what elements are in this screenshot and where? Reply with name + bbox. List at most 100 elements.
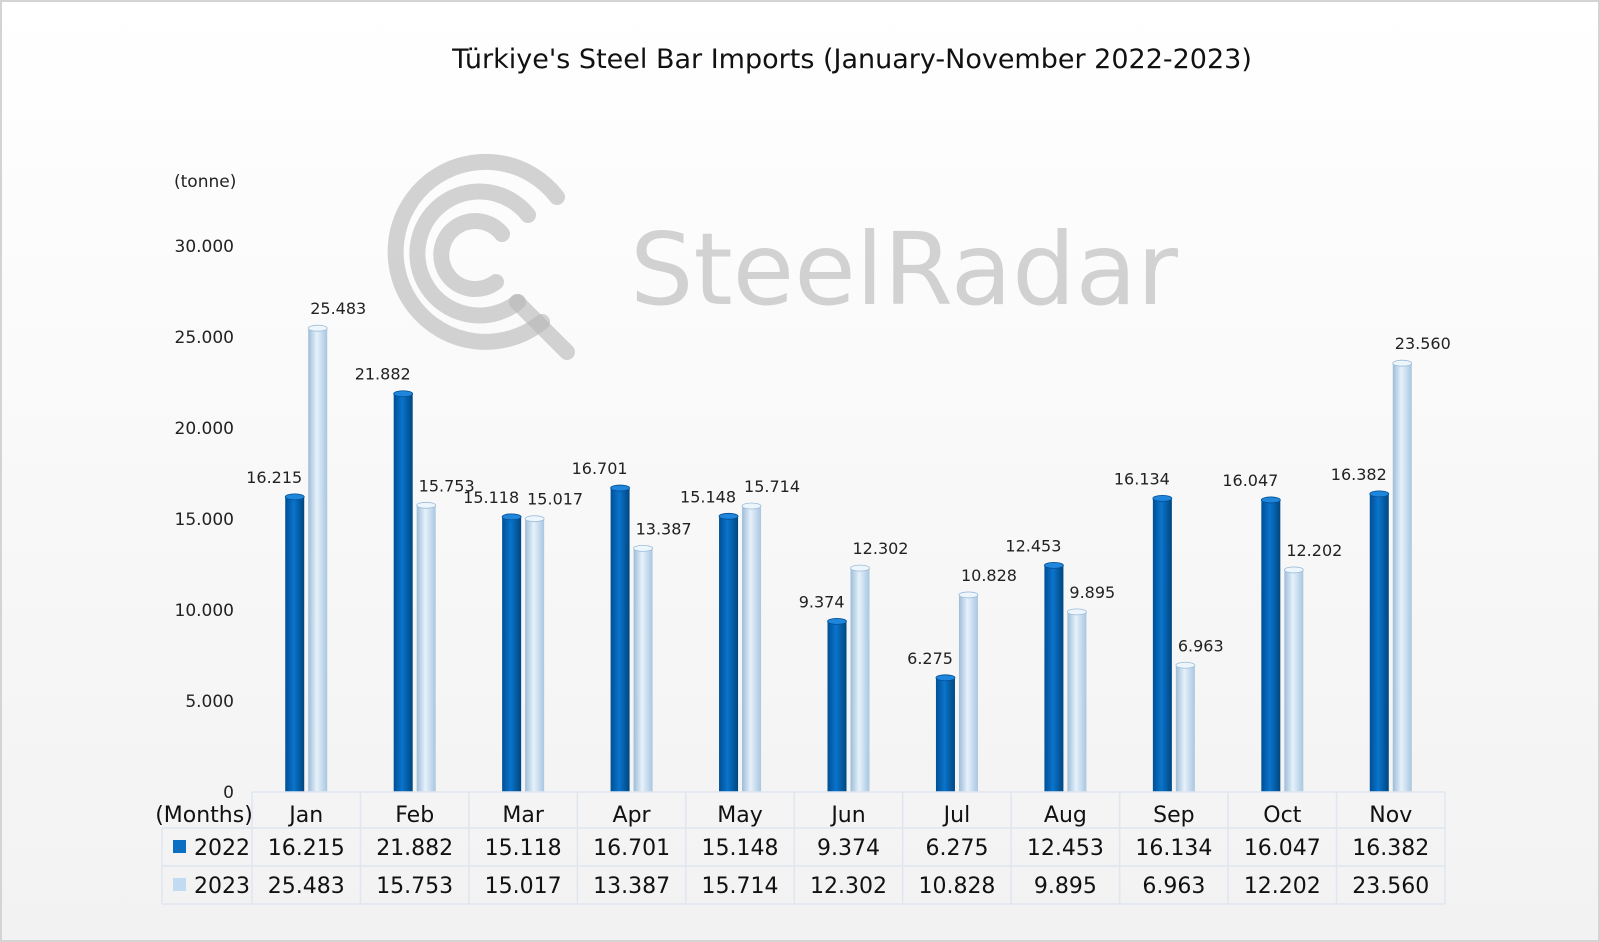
bar-2022-oct <box>1260 496 1281 792</box>
bar-2023-jan <box>307 324 328 792</box>
table-cell-2023-mar: 15.017 <box>485 874 562 899</box>
bar-2022-sep <box>1152 494 1173 792</box>
x-tick-label: Jul <box>942 803 971 828</box>
legend-label-2022: 2022 <box>194 836 250 861</box>
data-label-2023-jun: 12.302 <box>853 539 909 558</box>
bar-body <box>393 393 413 792</box>
bar-body <box>958 594 978 792</box>
y-tick-label: 20.000 <box>175 419 234 439</box>
bar-cap <box>1152 494 1173 502</box>
bar-2023-apr <box>633 544 653 792</box>
bar-cap <box>1260 496 1281 504</box>
table-cell-2023-may: 15.714 <box>702 874 779 899</box>
bar-2023-may <box>741 502 762 792</box>
bar-cap <box>501 513 522 521</box>
x-tick-label: Feb <box>395 803 434 828</box>
table-cell-2022-mar: 15.118 <box>485 836 562 861</box>
data-table: (Months) Jan Feb Mar Apr May Jun Jul Aug Sep Oct No… <box>155 791 1446 905</box>
x-tick-label: Nov <box>1369 803 1412 828</box>
legend-swatch-2022 <box>173 840 186 853</box>
data-label-2022-jul: 6.275 <box>907 649 953 668</box>
table-cell-2023-nov: 23.560 <box>1352 874 1429 899</box>
bar-cap <box>1175 661 1196 669</box>
bar-2022-apr <box>610 484 630 792</box>
data-label-2023-apr: 13.387 <box>636 519 692 538</box>
table-cell-2023-feb: 15.753 <box>376 874 453 899</box>
x-tick-label: Mar <box>502 803 544 828</box>
bar-body <box>1067 611 1087 792</box>
x-tick-label: Jun <box>829 803 865 828</box>
bar-cap <box>935 674 956 682</box>
bars <box>284 324 1413 792</box>
x-tick-label: Aug <box>1044 803 1087 828</box>
bar-cap <box>1067 608 1087 616</box>
data-label-2023-sep: 6.963 <box>1178 636 1224 655</box>
data-label-2022-jun: 9.374 <box>799 592 845 611</box>
bar-2023-oct <box>1283 566 1304 792</box>
bar-2023-feb <box>416 501 437 792</box>
data-label-2022-aug: 12.453 <box>1005 536 1061 555</box>
table-cell-2022-jun: 9.374 <box>817 836 880 861</box>
bar-cap <box>284 493 305 501</box>
y-axis-ticks: 0 5.000 10.000 15.000 20.000 25.000 30.000 <box>175 237 234 803</box>
bar-cap <box>610 484 630 492</box>
table-cell-2023-jun: 12.302 <box>810 874 887 899</box>
table-cell-2022-apr: 16.701 <box>593 836 670 861</box>
bar-body <box>1175 665 1195 792</box>
bar-body <box>827 621 847 792</box>
data-label-2022-nov: 16.382 <box>1331 465 1387 484</box>
bar-cap <box>1044 561 1064 569</box>
bar-body <box>1392 363 1412 792</box>
data-label-2022-apr: 16.701 <box>572 459 628 478</box>
bar-cap <box>524 515 545 523</box>
bar-2022-aug <box>1044 561 1064 792</box>
x-tick-label: Jan <box>287 803 323 828</box>
table-cell-2022-nov: 16.382 <box>1352 836 1429 861</box>
x-tick-label: Apr <box>613 803 652 828</box>
x-tick-label: Oct <box>1263 803 1301 828</box>
x-tick-label: Sep <box>1153 803 1194 828</box>
table-cell-2023-jan: 25.483 <box>268 874 345 899</box>
table-cell-2022-may: 15.148 <box>702 836 779 861</box>
table-cell-2022-aug: 12.453 <box>1027 836 1104 861</box>
bar-cap <box>1369 490 1390 498</box>
y-tick-label: 5.000 <box>185 692 234 712</box>
legend-label-2023: 2023 <box>194 874 250 899</box>
bar-body <box>308 328 328 792</box>
radar-logo-icon <box>387 153 575 360</box>
table-cell-2023-aug: 9.895 <box>1034 874 1097 899</box>
data-label-2023-aug: 9.895 <box>1069 583 1115 602</box>
table-cell-2022-jul: 6.275 <box>925 836 988 861</box>
data-label-2022-oct: 16.047 <box>1222 471 1278 490</box>
bar-body <box>1284 569 1304 792</box>
table-cell-2023-oct: 12.202 <box>1244 874 1321 899</box>
table-cell-2022-oct: 16.047 <box>1244 836 1321 861</box>
data-label-2023-mar: 15.017 <box>527 490 583 509</box>
bar-2022-may <box>718 512 739 792</box>
bar-body <box>935 677 955 792</box>
legend-swatch-2023 <box>173 878 186 891</box>
table-cell-2022-sep: 16.134 <box>1135 836 1212 861</box>
bar-body <box>1261 499 1281 792</box>
data-label-2022-sep: 16.134 <box>1114 469 1170 488</box>
y-tick-label: 0 <box>223 783 234 803</box>
bar-2022-jan <box>284 493 305 792</box>
bar-cap <box>1392 359 1413 367</box>
data-label-2022-jan: 16.215 <box>246 468 302 487</box>
bar-cap <box>850 564 870 572</box>
bar-cap <box>958 591 979 599</box>
bar-2022-mar <box>501 513 522 792</box>
bar-cap <box>741 502 762 510</box>
bar-2023-nov <box>1392 359 1413 792</box>
bar-2022-jul <box>935 674 956 792</box>
bar-body <box>285 496 305 792</box>
bar-cap <box>307 324 328 332</box>
bar-body <box>1369 493 1389 792</box>
y-tick-label: 25.000 <box>175 328 234 348</box>
bar-2023-aug <box>1067 608 1087 792</box>
bar-body <box>719 516 739 792</box>
bar-2023-jun <box>850 564 870 792</box>
